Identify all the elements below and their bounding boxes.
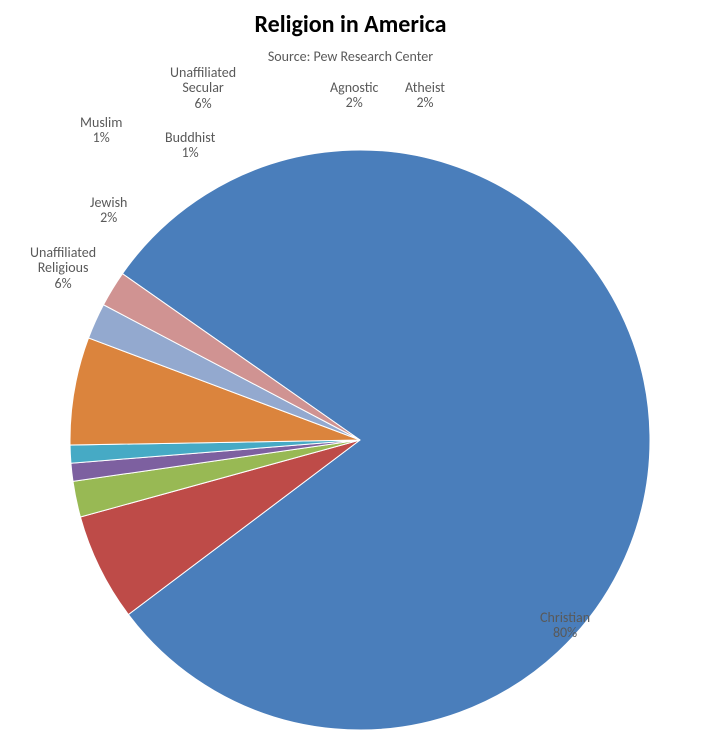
slice-label-buddhist: Buddhist 1% [165, 130, 215, 161]
slice-label-agnostic: Agnostic 2% [330, 80, 378, 111]
slice-label-unaffiliated-secular: Unaffiliated Secular 6% [170, 65, 236, 111]
slice-label-muslim: Muslim 1% [80, 115, 122, 146]
slice-label-unaffiliated-religious: Unaffiliated Religious 6% [30, 245, 96, 291]
slice-label-atheist: Atheist 2% [405, 80, 445, 111]
slice-label-jewish: Jewish 2% [90, 195, 127, 226]
pie-svg [0, 0, 701, 750]
religion-pie-chart: Religion in America Source: Pew Research… [0, 0, 701, 750]
slice-label-christian: Christian 80% [540, 610, 590, 641]
